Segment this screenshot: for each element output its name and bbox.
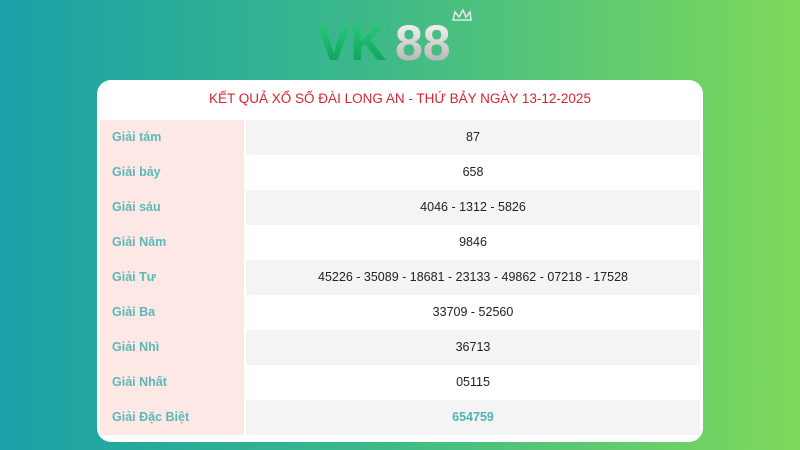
table-row: Giải Nhì 36713 [100, 330, 700, 365]
crown-icon [452, 8, 472, 21]
table-row: Giải bảy 658 [100, 155, 700, 190]
prize-label: Giải Nhất [100, 365, 244, 400]
prize-label: Giải Đặc Biệt [100, 400, 244, 435]
prize-value: 45226 - 35089 - 18681 - 23133 - 49862 - … [246, 260, 700, 295]
prize-value: 36713 [246, 330, 700, 365]
prize-label: Giải Tư [100, 260, 244, 295]
prize-value: 9846 [246, 225, 700, 260]
table-row: Giải tám 87 [100, 120, 700, 155]
prize-label: Giải Ba [100, 295, 244, 330]
table-row: Giải Tư 45226 - 35089 - 18681 - 23133 - 4… [100, 260, 700, 295]
table-row-special: Giải Đặc Biệt 654759 [100, 400, 700, 435]
prize-value: 658 [246, 155, 700, 190]
prize-value: 87 [246, 120, 700, 155]
table-row: Giải Năm 9846 [100, 225, 700, 260]
prize-label: Giải Năm [100, 225, 244, 260]
special-prize-value: 654759 [246, 400, 700, 435]
table-row: Giải Ba 33709 - 52560 [100, 295, 700, 330]
svg-text:88: 88 [395, 15, 451, 70]
results-table: Giải tám 87 Giải bảy 658 Giải sáu 4046 - 13… [97, 120, 703, 435]
results-card: KẾT QUẢ XỔ SỐ ĐÀI LONG AN - THỨ BẢY NGÀY… [97, 80, 703, 442]
prize-label: Giải tám [100, 120, 244, 155]
svg-text:VK: VK [317, 15, 386, 70]
prize-label: Giải sáu [100, 190, 244, 225]
table-row: Giải Nhất 05115 [100, 365, 700, 400]
prize-value: 4046 - 1312 - 5826 [246, 190, 700, 225]
prize-label: Giải bảy [100, 155, 244, 190]
prize-label: Giải Nhì [100, 330, 244, 365]
vk88-logo: VK 88 [0, 8, 800, 70]
prize-value: 05115 [246, 365, 700, 400]
results-title: KẾT QUẢ XỔ SỐ ĐÀI LONG AN - THỨ BẢY NGÀY… [209, 91, 591, 106]
prize-value: 33709 - 52560 [246, 295, 700, 330]
table-row: Giải sáu 4046 - 1312 - 5826 [100, 190, 700, 225]
